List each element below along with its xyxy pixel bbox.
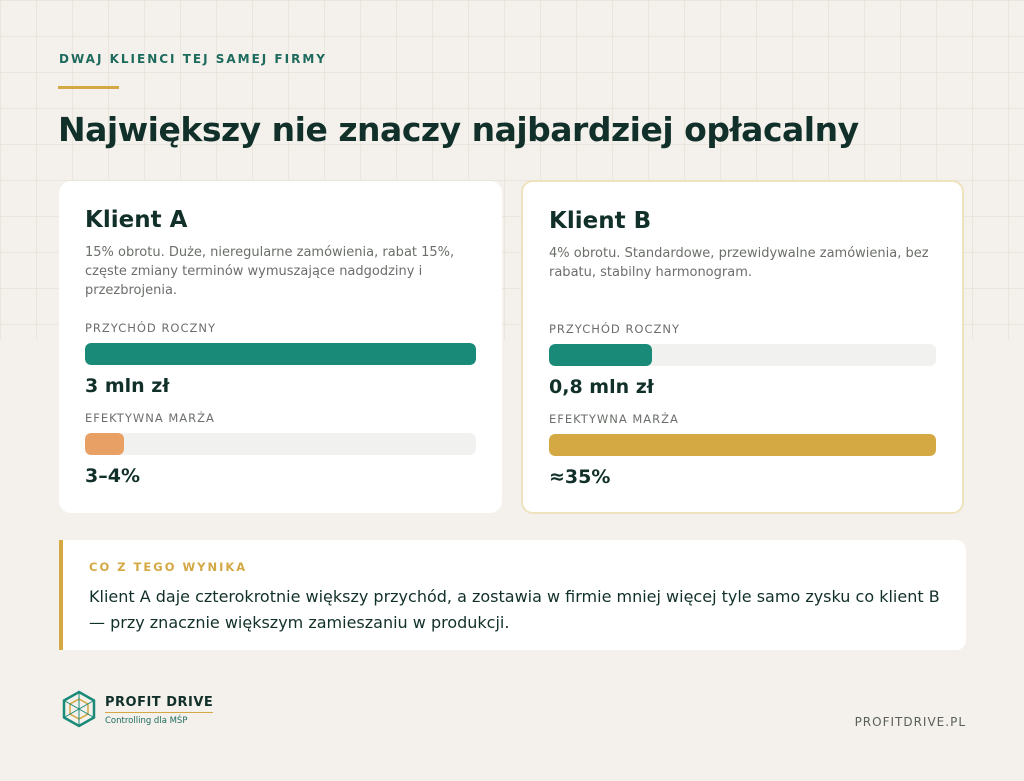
card-title: Klient B [549,208,652,234]
bar [549,344,653,366]
card-title: Klient A [85,207,188,233]
metric-label: PRZYCHÓD ROCZNY [85,321,217,335]
tagline: Controlling dla MŚP [105,716,188,726]
metric-label: PRZYCHÓD ROCZNY [549,322,681,336]
conclusion-eyebrow: CO Z TEGO WYNIKA [89,560,248,574]
conclusion: CO Z TEGO WYNIKA Klient A daje czterokro… [59,540,966,650]
accent-rule [58,86,119,89]
client-card: Klient A 15% obrotu. Duże, nieregularne z… [59,181,502,513]
metric-value: 3–4% [85,465,140,487]
eyebrow: DWAJ KLIENCI TEJ SAMEJ FIRMY [59,52,327,66]
bar-track [85,433,476,455]
bar [549,434,936,456]
bar-track [549,434,936,456]
client-card: Klient B 4% obrotu. Standardowe, przewidy… [521,180,964,514]
metric-value: 0,8 mln zł [549,376,654,398]
metric-label: EFEKTYWNA MARŻA [85,411,215,425]
bar-track [85,343,476,365]
title: Największy nie znaczy najbardziej opłaca… [58,110,859,149]
card-description: 15% obrotu. Duże, nieregularne zamówieni… [85,245,455,298]
bar [85,343,476,365]
brand: PROFIT DRIVE [105,695,214,713]
card-description: 4% obrotu. Standardowe, przewidywalne za… [549,246,929,280]
conclusion-text: Klient A daje czterokrotnie większy przy… [89,587,940,632]
url[interactable]: PROFITDRIVE.PL [854,715,966,729]
logo [62,690,96,728]
bar [85,433,125,455]
metric-value: 3 mln zł [85,375,170,397]
metric-value: ≈35% [549,466,611,488]
metric-label: EFEKTYWNA MARŻA [549,412,679,426]
bar-track [549,344,936,366]
